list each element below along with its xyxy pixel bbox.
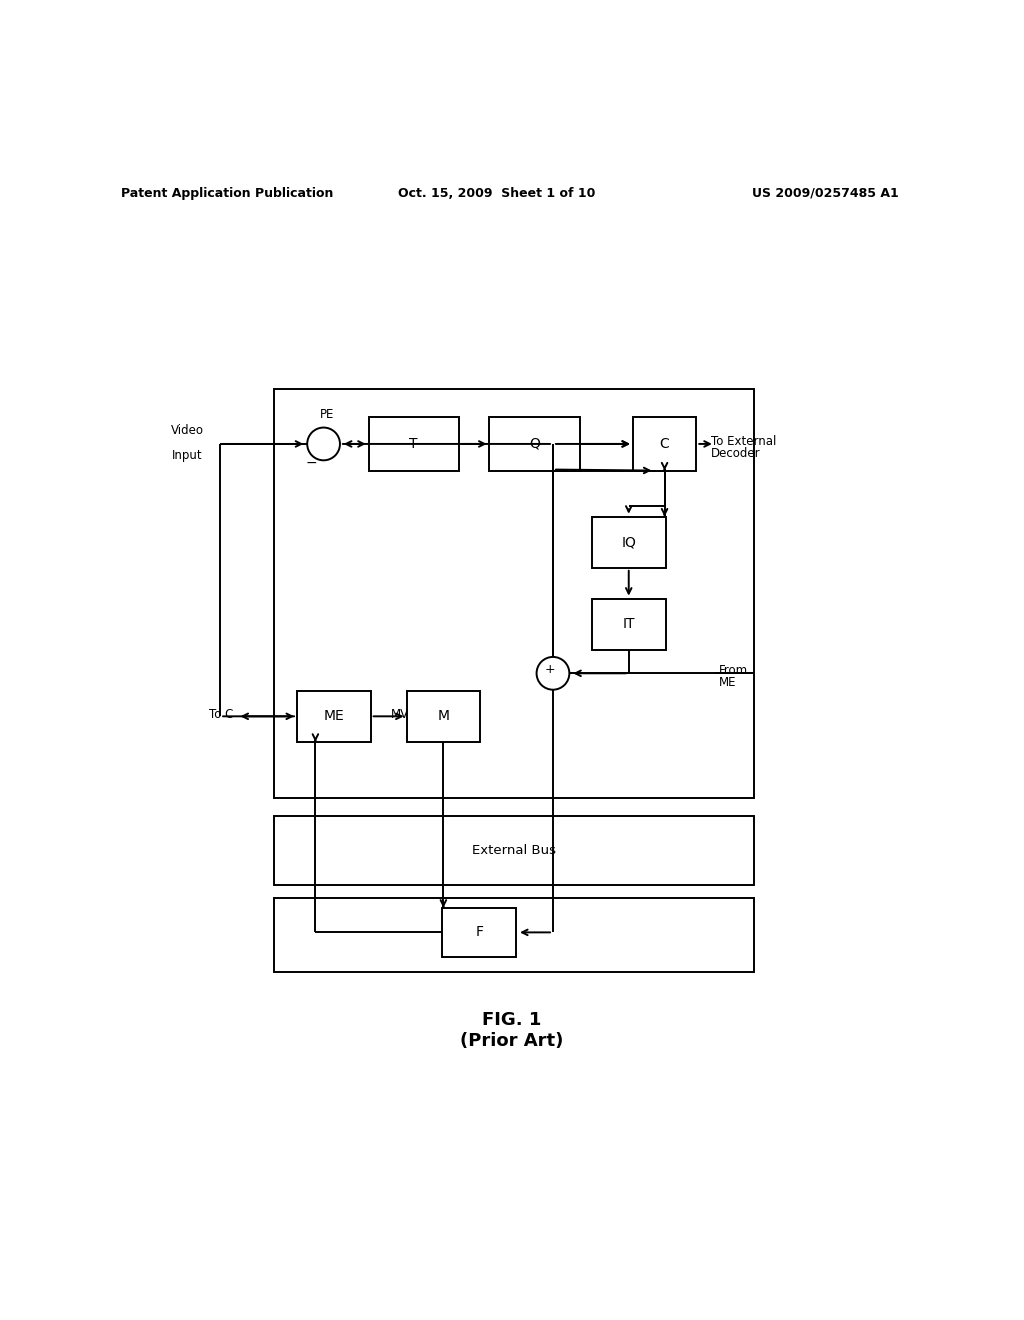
Text: MV: MV (391, 708, 410, 721)
Bar (274, 388, 754, 799)
Text: ME: ME (324, 709, 344, 723)
Text: From: From (719, 664, 748, 677)
Text: IT: IT (623, 618, 635, 631)
Bar (274, 816, 754, 886)
Text: Oct. 15, 2009  Sheet 1 of 10: Oct. 15, 2009 Sheet 1 of 10 (398, 186, 595, 199)
Text: ME: ME (719, 676, 736, 689)
Bar (592, 516, 666, 568)
Bar (369, 417, 459, 470)
Text: FIG. 1: FIG. 1 (482, 1011, 542, 1030)
Text: To C: To C (209, 708, 233, 721)
Bar (592, 598, 666, 649)
Text: Video: Video (171, 424, 204, 437)
Text: T: T (410, 437, 418, 451)
Text: To External: To External (711, 434, 776, 447)
Text: C: C (659, 437, 670, 451)
Text: Decoder: Decoder (711, 447, 760, 459)
Text: M: M (437, 709, 450, 723)
Text: Input: Input (172, 449, 203, 462)
Text: (Prior Art): (Prior Art) (461, 1032, 563, 1049)
Circle shape (537, 657, 569, 689)
Text: IQ: IQ (622, 535, 636, 549)
Bar (489, 417, 580, 470)
Bar (297, 690, 371, 742)
Text: US 2009/0257485 A1: US 2009/0257485 A1 (753, 186, 899, 199)
Bar (442, 908, 516, 957)
Text: Patent Application Publication: Patent Application Publication (121, 186, 333, 199)
Text: +: + (545, 663, 555, 676)
Bar (633, 417, 696, 470)
Text: External Bus: External Bus (472, 843, 556, 857)
Text: Q: Q (529, 437, 540, 451)
Bar (407, 690, 480, 742)
Text: −: − (305, 455, 317, 470)
Text: PE: PE (319, 408, 334, 421)
Circle shape (307, 428, 340, 461)
Bar (274, 898, 754, 973)
Text: F: F (475, 925, 483, 940)
